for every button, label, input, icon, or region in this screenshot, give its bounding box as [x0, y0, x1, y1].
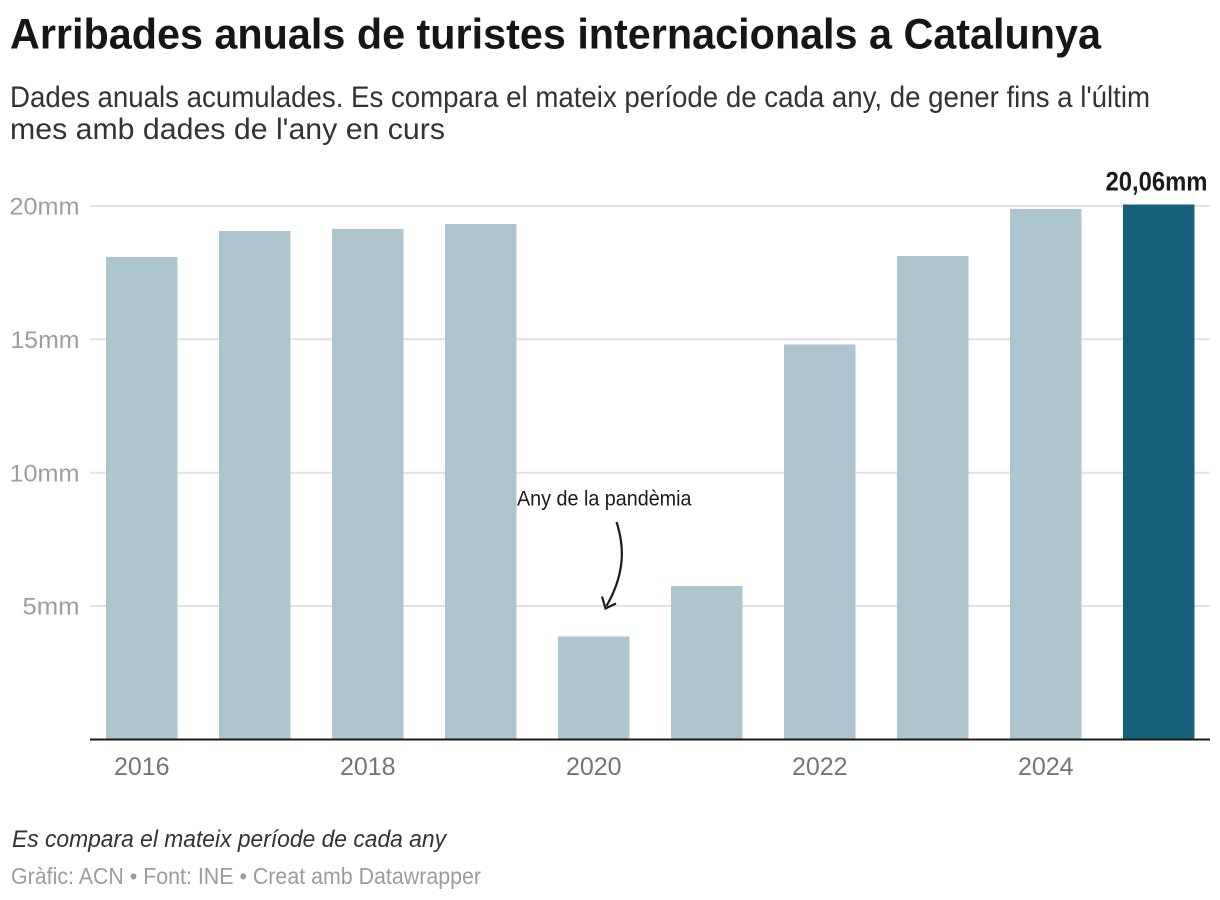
svg-text:2022: 2022 — [792, 753, 848, 781]
svg-text:15mm: 15mm — [11, 327, 80, 354]
svg-text:10mm: 10mm — [10, 460, 80, 487]
svg-text:Dades anuals acumulades. Es co: Dades anuals acumulades. Es compara el m… — [10, 81, 1150, 114]
svg-text:Gràfic: ACN • Font: INE • Crea: Gràfic: ACN • Font: INE • Creat amb Data… — [11, 863, 481, 889]
svg-text:mes amb dades de l'any en curs: mes amb dades de l'any en curs — [10, 113, 445, 146]
svg-text:5mm: 5mm — [23, 594, 80, 621]
svg-text:2018: 2018 — [340, 753, 396, 781]
svg-text:2020: 2020 — [566, 753, 622, 781]
svg-text:20,06mm: 20,06mm — [1106, 167, 1208, 197]
svg-text:20mm: 20mm — [10, 194, 80, 221]
svg-text:Es compara el mateix període d: Es compara el mateix període de cada any — [12, 826, 448, 853]
svg-text:Any de la pandèmia: Any de la pandèmia — [517, 488, 692, 511]
svg-text:Arribades anuals de turistes i: Arribades anuals de turistes internacion… — [10, 11, 1102, 59]
svg-text:2024: 2024 — [1018, 753, 1074, 781]
svg-text:2016: 2016 — [114, 753, 170, 781]
